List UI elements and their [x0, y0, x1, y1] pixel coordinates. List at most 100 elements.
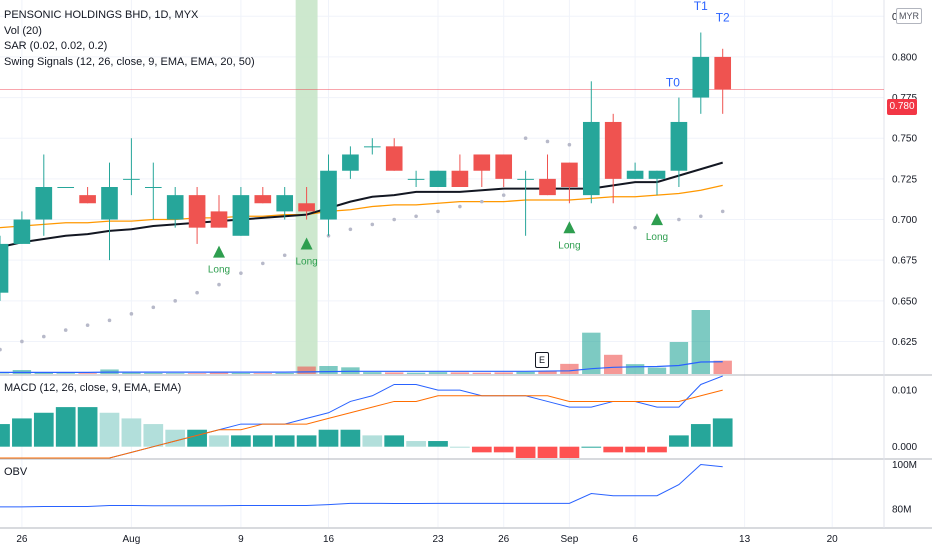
- currency-badge[interactable]: MYR: [896, 8, 922, 24]
- macd-pane-label[interactable]: MACD (12, 26, close, 9, EMA, EMA): [4, 382, 182, 394]
- macd-tick-label: 0.000: [892, 442, 917, 453]
- candle-body: [0, 243, 9, 293]
- candle-body: [276, 195, 294, 212]
- obv-tick-label: 100M: [892, 460, 917, 471]
- volume-bar: [34, 372, 53, 374]
- price-tick-label: 0.775: [892, 93, 917, 104]
- sar-dot: [85, 323, 90, 328]
- volume-bar: [231, 372, 251, 374]
- candle-body: [626, 170, 644, 179]
- target-label: T2: [716, 10, 730, 24]
- sar-dot: [239, 271, 243, 275]
- volume-bar: [363, 372, 382, 374]
- macd-histogram-bar: [99, 412, 120, 447]
- price-tick-label: 0.650: [892, 296, 917, 307]
- macd-signal-line: [0, 389, 723, 459]
- macd-histogram-bar: [274, 435, 295, 447]
- macd-histogram-bar: [428, 441, 448, 447]
- volume-ma-line: [0, 361, 723, 373]
- candle-body: [561, 162, 578, 187]
- date-tick-label: 9: [238, 534, 244, 545]
- sar-dot: [677, 217, 681, 222]
- long-signal-arrow: [563, 221, 576, 234]
- macd-histogram-bar: [209, 435, 229, 447]
- sar-dot: [173, 299, 177, 303]
- sar-dot: [42, 334, 46, 339]
- macd-histogram-bar: [603, 446, 624, 453]
- sar-dot: [20, 339, 24, 344]
- obv-pane-label[interactable]: OBV: [4, 466, 28, 478]
- vol-indicator-label[interactable]: Vol (20): [4, 24, 42, 37]
- volume-bar: [78, 373, 97, 374]
- macd-histogram-bar: [384, 435, 405, 447]
- volume-bar: [494, 372, 513, 374]
- date-tick-label: 26: [16, 534, 28, 545]
- candle-body: [298, 203, 315, 212]
- volume-bar: [669, 342, 689, 374]
- sar-dot: [63, 328, 68, 332]
- macd-histogram-bar: [690, 424, 711, 447]
- obv-tick-label: 80M: [892, 505, 911, 516]
- macd-histogram-bar: [647, 446, 667, 453]
- sar-dot: [129, 312, 134, 316]
- volume-bar: [341, 367, 360, 374]
- macd-histogram-bar: [625, 446, 645, 453]
- volume-bar: [560, 363, 579, 374]
- candle-body: [604, 121, 622, 179]
- sar-dot: [282, 253, 287, 258]
- candle-body: [429, 170, 447, 187]
- volume-bar: [516, 371, 535, 374]
- sar-dot: [567, 142, 572, 147]
- volume-bar: [450, 372, 470, 374]
- candle-body: [144, 187, 162, 188]
- macd-histogram-bar: [493, 446, 514, 453]
- macd-histogram-bar: [537, 446, 558, 458]
- candle-body: [166, 195, 184, 220]
- ema-slow-line: [0, 184, 723, 229]
- sar-dot: [261, 261, 265, 266]
- sar-dot: [195, 290, 199, 295]
- candle-body: [407, 178, 425, 180]
- sar-dot: [501, 193, 506, 197]
- long-signal-label: Long: [558, 240, 580, 251]
- sar-dot: [633, 225, 637, 230]
- swing-indicator-label[interactable]: Swing Signals (12, 26, close, 9, EMA, EM…: [4, 55, 255, 68]
- candle-body: [188, 195, 206, 228]
- sar-dot: [436, 209, 440, 214]
- volume-bar: [625, 364, 645, 374]
- macd-histogram-bar: [252, 435, 273, 447]
- earnings-badge[interactable]: E: [535, 352, 549, 368]
- date-tick-label: 16: [323, 534, 335, 545]
- price-tick-label: 0.700: [892, 215, 917, 226]
- sar-dot: [480, 199, 484, 204]
- symbol-title: PENSONIC HOLDINGS BHD, 1D, MYX: [4, 9, 199, 21]
- obv-line: [0, 463, 723, 508]
- sar-indicator-label[interactable]: SAR (0.02, 0.02, 0.2): [4, 40, 108, 52]
- macd-histogram-bar: [165, 429, 186, 447]
- volume-bar: [604, 354, 623, 374]
- macd-histogram-bar: [0, 424, 10, 447]
- volume-bar: [582, 332, 601, 374]
- volume-bar: [538, 371, 557, 374]
- macd-histogram-bar: [231, 435, 251, 447]
- date-tick-label: Aug: [123, 534, 141, 545]
- macd-histogram-bar: [55, 407, 76, 447]
- macd-histogram-bar: [33, 412, 54, 447]
- date-tick-label: 20: [827, 534, 839, 545]
- volume-bar: [56, 373, 75, 374]
- candle-body: [57, 187, 75, 188]
- candle-body: [670, 121, 688, 171]
- chart-legend: PENSONIC HOLDINGS BHD, 1D, MYX Vol (20) …: [4, 8, 255, 70]
- macd-histogram-bar: [712, 418, 733, 447]
- candle-body: [13, 219, 31, 244]
- macd-histogram-bar: [450, 446, 470, 448]
- volume-bar: [428, 372, 448, 374]
- macd-histogram-bar: [187, 429, 207, 447]
- sar-dot: [523, 136, 528, 141]
- volume-bar: [122, 372, 141, 374]
- candle-body: [539, 178, 556, 196]
- volume-bar: [472, 372, 491, 374]
- candle-body: [35, 187, 53, 220]
- date-tick-label: 6: [632, 534, 638, 545]
